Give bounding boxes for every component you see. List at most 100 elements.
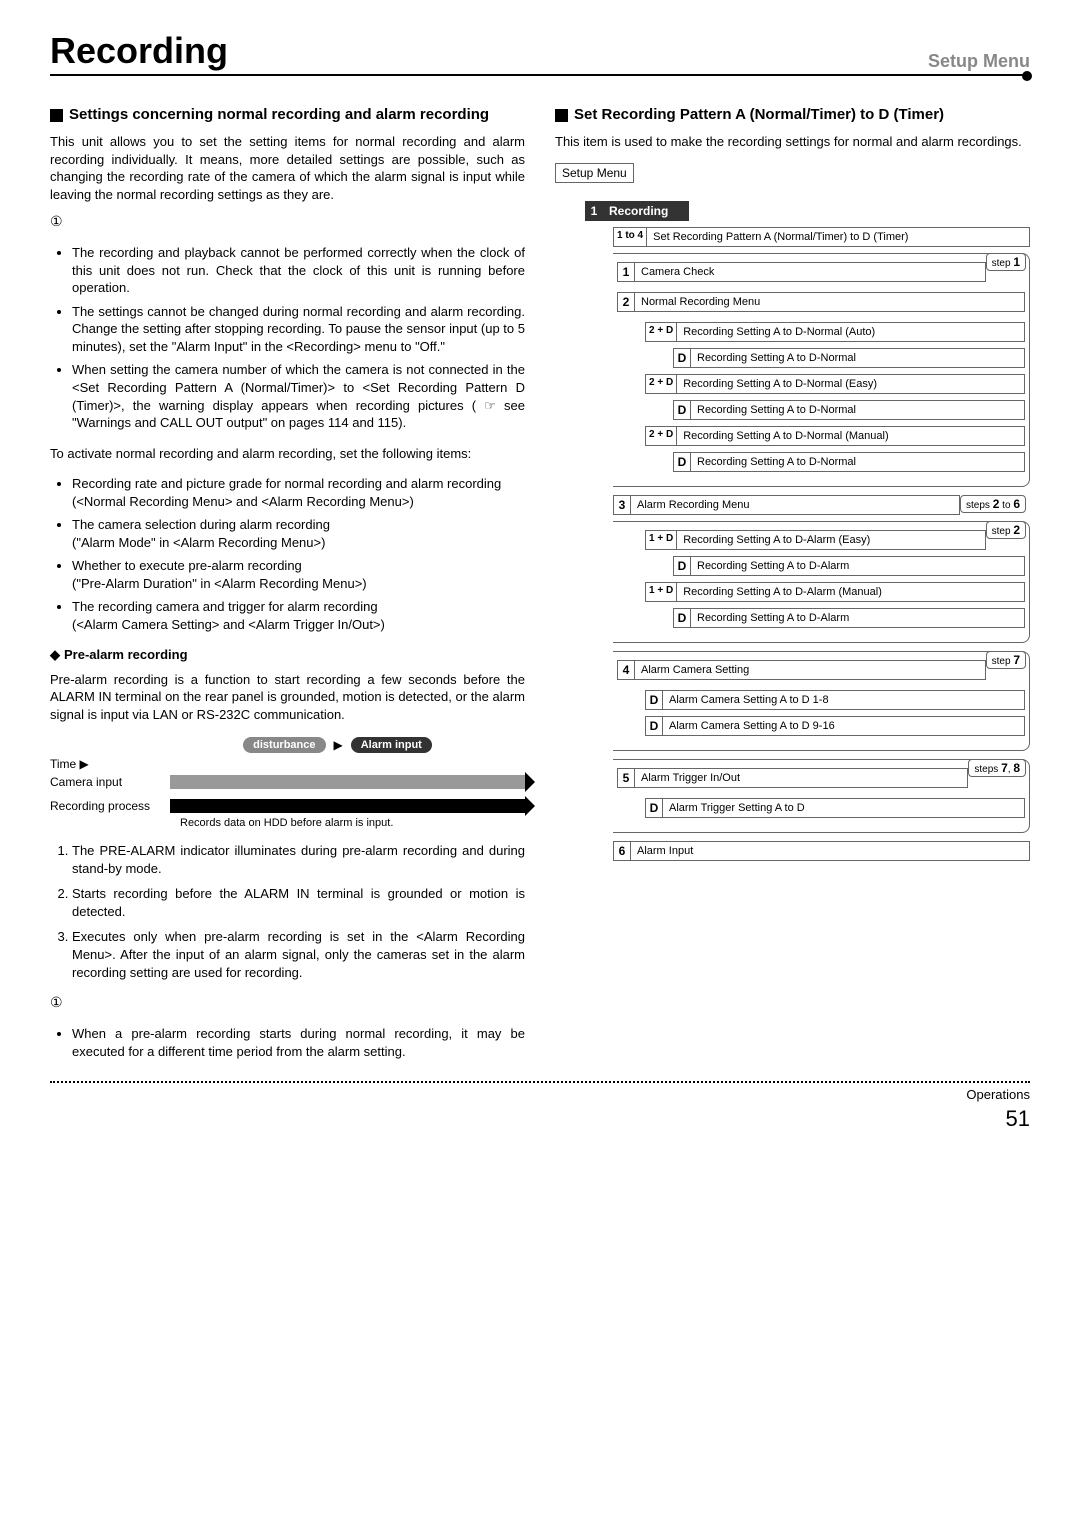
square-bullet-icon [50, 109, 63, 122]
menu-item: Recording Setting A to D-Normal [690, 348, 1025, 368]
step-num: 2 [993, 497, 1000, 511]
menu-recording: Recording [602, 201, 689, 221]
warning-list: When a pre-alarm recording starts during… [50, 1025, 525, 1060]
step-num: 1 [1013, 255, 1020, 269]
setup-menu-box: Setup Menu [555, 163, 634, 183]
menu-item: Recording Setting A to D-Normal (Auto) [676, 322, 1025, 342]
menu-item: Recording Setting A to D-Alarm (Easy) [676, 530, 985, 550]
menu-number: 2 + D [645, 426, 677, 446]
page-header: Recording Setup Menu [50, 30, 1030, 76]
list-item: When setting the camera number of which … [72, 361, 525, 431]
menu-group: 1 + D Recording Setting A to D-Alarm (Ea… [613, 521, 1030, 643]
menu-item: Alarm Camera Setting A to D 9-16 [662, 716, 1025, 736]
menu-number: D [673, 452, 691, 472]
paragraph: To activate normal recording and alarm r… [50, 445, 525, 463]
paragraph: This item is used to make the recording … [555, 133, 1030, 151]
section-heading: Set Recording Pattern A (Normal/Timer) t… [555, 106, 1030, 123]
menu-number: D [645, 716, 663, 736]
menu-number: 4 [617, 660, 635, 680]
paragraph: This unit allows you to set the setting … [50, 133, 525, 203]
heading-text: Set Recording Pattern A (Normal/Timer) t… [574, 106, 944, 123]
subsection-heading: Pre-alarm recording [50, 647, 525, 663]
step-tag: steps 2 to 6 [960, 495, 1026, 513]
menu-item: Recording Setting A to D-Alarm (Manual) [676, 582, 1025, 602]
page-title: Recording [50, 30, 228, 72]
menu-item: Alarm Trigger Setting A to D [662, 798, 1025, 818]
menu-item: Alarm Trigger In/Out [634, 768, 968, 788]
menu-item: Recording Setting A to D-Normal [690, 452, 1025, 472]
step-num: 7 [1001, 761, 1008, 775]
menu-group: 1 Camera Check 2 Normal Recording Menu 2… [613, 253, 1030, 487]
list-item: When a pre-alarm recording starts during… [72, 1025, 525, 1060]
menu-number: D [673, 556, 691, 576]
list-item: Starts recording before the ALARM IN ter… [72, 885, 525, 920]
menu-item: Camera Check [634, 262, 986, 282]
step-num: 2 [1013, 523, 1020, 537]
list-item: The settings cannot be changed during no… [72, 303, 525, 356]
list-item: The recording and playback cannot be per… [72, 244, 525, 297]
menu-item: Alarm Recording Menu [630, 495, 960, 515]
menu-item: Recording Setting A to D-Normal (Easy) [676, 374, 1025, 394]
menu-number: D [673, 400, 691, 420]
menu-number: 1 [617, 262, 635, 282]
menu-item: Recording Setting A to D-Alarm [690, 608, 1025, 628]
heading-text: Settings concerning normal recording and… [69, 106, 489, 123]
menu-number: 6 [613, 841, 631, 861]
menu-number: 1 to 4 [613, 227, 647, 247]
time-label: Time ▶ [50, 757, 170, 771]
recording-process-bar [170, 799, 525, 813]
list-item: The recording camera and trigger for ala… [72, 598, 525, 633]
list-item: The PRE-ALARM indicator illuminates duri… [72, 842, 525, 877]
list-item: Recording rate and picture grade for nor… [72, 475, 525, 510]
page-number: 51 [50, 1106, 1030, 1132]
camera-input-bar [170, 775, 525, 789]
list-item: The camera selection during alarm record… [72, 516, 525, 551]
recording-process-label: Recording process [50, 799, 170, 813]
warning-list: The recording and playback cannot be per… [50, 244, 525, 431]
warning-icon [50, 994, 525, 1012]
arrow-icon: ▶ [334, 738, 343, 752]
left-column: Settings concerning normal recording and… [50, 106, 525, 1073]
menu-number: D [673, 348, 691, 368]
square-bullet-icon [555, 109, 568, 122]
menu-number: D [673, 608, 691, 628]
menu-item: Recording Setting A to D-Normal [690, 400, 1025, 420]
diagram-caption: Records data on HDD before alarm is inpu… [180, 817, 525, 829]
menu-item: Alarm Camera Setting [634, 660, 986, 680]
menu-item: Alarm Input [630, 841, 1030, 861]
menu-number: D [645, 690, 663, 710]
menu-item: Normal Recording Menu [634, 292, 1025, 312]
step-tag: step 1 [986, 253, 1026, 271]
menu-tree: Setup Menu 1 Recording 1 to 4 Set Record… [555, 163, 1030, 861]
step-num: 6 [1013, 497, 1020, 511]
step-num: 7 [1013, 653, 1020, 667]
section-heading: Settings concerning normal recording and… [50, 106, 525, 123]
timeline-diagram: disturbance ▶ Alarm input Time ▶ Camera … [50, 737, 525, 829]
list-item: Whether to execute pre-alarm recording (… [72, 557, 525, 592]
step-tag: steps 7, 8 [968, 759, 1026, 777]
item-list: Recording rate and picture grade for nor… [50, 475, 525, 633]
menu-group: 4 Alarm Camera Setting D Alarm Camera Se… [613, 651, 1030, 751]
menu-item: Recording Setting A to D-Normal (Manual) [676, 426, 1025, 446]
step-num: 8 [1013, 761, 1020, 775]
menu-number: 1 + D [645, 582, 677, 602]
camera-input-label: Camera input [50, 775, 170, 789]
menu-item: Recording Setting A to D-Alarm [690, 556, 1025, 576]
page-subtitle: Setup Menu [928, 51, 1030, 72]
alarm-input-chip: Alarm input [351, 737, 432, 753]
menu-group: 5 Alarm Trigger In/Out D Alarm Trigger S… [613, 759, 1030, 833]
menu-number: D [645, 798, 663, 818]
disturbance-chip: disturbance [243, 737, 325, 753]
paragraph: Pre-alarm recording is a function to sta… [50, 671, 525, 724]
footer-label: Operations [966, 1087, 1030, 1102]
menu-number: 1 [585, 201, 603, 221]
menu-number: 2 [617, 292, 635, 312]
right-column: Set Recording Pattern A (Normal/Timer) t… [555, 106, 1030, 1073]
menu-number: 3 [613, 495, 631, 515]
menu-item: Alarm Camera Setting A to D 1-8 [662, 690, 1025, 710]
menu-number: 2 + D [645, 374, 677, 394]
page-footer: Operations [50, 1087, 1030, 1102]
list-item: Executes only when pre-alarm recording i… [72, 928, 525, 981]
menu-number: 1 + D [645, 530, 677, 550]
menu-number: 5 [617, 768, 635, 788]
